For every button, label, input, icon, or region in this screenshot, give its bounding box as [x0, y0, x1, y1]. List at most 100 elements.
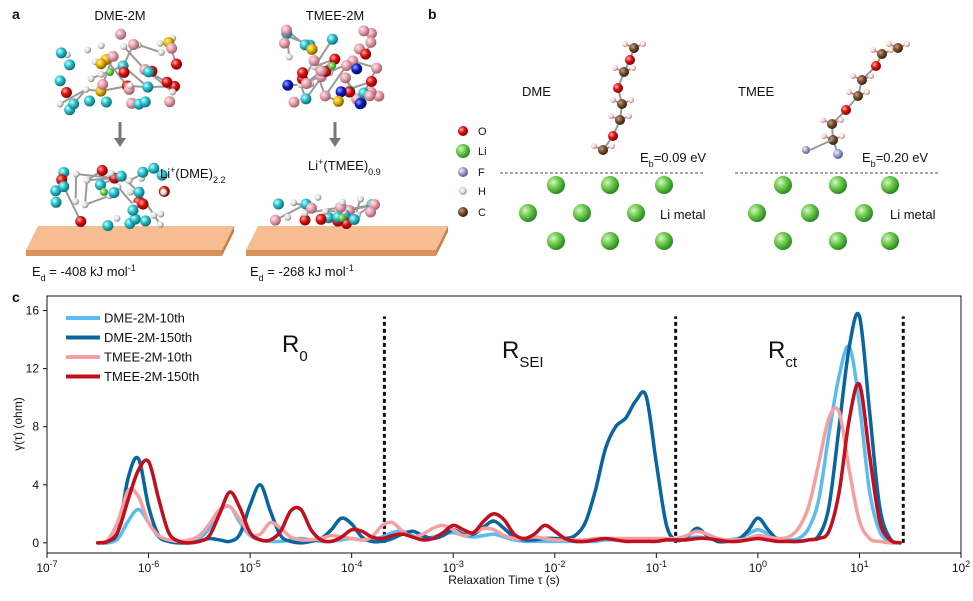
atom — [828, 135, 838, 145]
atom — [157, 210, 165, 218]
atom — [125, 177, 133, 185]
atom — [519, 204, 537, 222]
atom — [335, 86, 347, 98]
panel-title: TMEE-2M — [306, 8, 365, 23]
tick-base: 10 — [952, 561, 966, 575]
atom — [591, 143, 597, 149]
atom — [120, 43, 128, 51]
atom — [343, 86, 355, 98]
tick-base: 10 — [850, 561, 864, 575]
atom — [314, 193, 322, 201]
atom — [365, 36, 377, 48]
atom — [871, 61, 881, 71]
molecule-label: DME — [522, 84, 551, 99]
x-tick-label: 10-3 — [443, 559, 464, 575]
atom — [143, 66, 155, 78]
atom — [888, 47, 894, 53]
atom — [166, 42, 178, 54]
atom — [272, 198, 284, 210]
atom — [326, 33, 338, 45]
surface-label: Li metal — [660, 207, 706, 222]
atom — [640, 41, 646, 47]
atom — [846, 89, 852, 95]
tick-base: 10 — [646, 561, 660, 575]
complex-label: Li+(TMEE)0.9 — [308, 157, 381, 177]
atom — [628, 97, 634, 103]
y-tick-label: 8 — [32, 420, 39, 434]
bond — [59, 88, 87, 105]
bond — [138, 44, 162, 54]
atom — [833, 149, 843, 159]
atom — [127, 188, 135, 196]
atom — [297, 67, 309, 79]
atom — [841, 105, 851, 115]
substrate — [436, 226, 448, 256]
legend-label: O — [478, 126, 487, 138]
atom — [328, 62, 336, 70]
atom — [107, 50, 119, 62]
atom — [150, 211, 158, 219]
atom — [839, 133, 845, 139]
atom — [68, 98, 80, 110]
atom — [625, 55, 635, 65]
atom — [94, 179, 106, 191]
tick-exponent: -6 — [151, 559, 159, 569]
atom — [280, 24, 292, 36]
atom — [64, 59, 76, 71]
atom — [139, 96, 151, 108]
plot-frame — [46, 295, 962, 554]
atom — [339, 72, 351, 84]
atom — [358, 25, 370, 37]
atom — [156, 39, 164, 47]
atom — [853, 91, 863, 101]
series-line — [96, 312, 902, 545]
atom — [164, 96, 176, 108]
atom — [801, 204, 819, 222]
atom — [626, 113, 632, 119]
atom — [148, 162, 160, 174]
legend-atom — [456, 144, 470, 158]
tick-exponent: -1 — [659, 559, 667, 569]
atom — [904, 41, 910, 47]
atom — [305, 202, 317, 214]
y-tick-label: 4 — [32, 478, 39, 492]
atom — [108, 187, 120, 199]
atom — [609, 143, 615, 149]
atom — [300, 77, 312, 89]
x-tick-label: 102 — [952, 559, 970, 575]
atom — [282, 79, 294, 91]
bond — [117, 186, 136, 207]
atom — [615, 115, 625, 125]
atom — [850, 73, 856, 79]
bond — [76, 173, 115, 180]
energy-label: Eb=0.20 eV — [862, 150, 928, 169]
molecule-art — [519, 41, 910, 250]
atom — [612, 65, 618, 71]
tick-exponent: -3 — [456, 559, 464, 569]
atom — [315, 65, 327, 77]
atom — [171, 58, 183, 70]
atom — [360, 48, 372, 60]
atom — [893, 43, 903, 53]
atom — [102, 220, 114, 232]
atom — [774, 176, 792, 194]
atom — [290, 199, 298, 207]
atom — [58, 181, 70, 193]
tick-exponent: -5 — [253, 559, 261, 569]
molecule-label: TMEE — [738, 84, 774, 99]
atom — [627, 204, 645, 222]
region-label: RSEI — [502, 337, 544, 371]
arrow — [114, 138, 126, 147]
atom — [364, 90, 376, 102]
tick-base: 10 — [36, 561, 50, 575]
atom — [75, 215, 87, 227]
bond — [62, 186, 82, 222]
atom — [356, 195, 364, 203]
bond — [84, 194, 111, 206]
atom — [748, 204, 766, 222]
atom — [113, 214, 121, 222]
atom — [84, 95, 96, 107]
region-label: Rct — [768, 337, 798, 371]
atom — [72, 170, 80, 178]
